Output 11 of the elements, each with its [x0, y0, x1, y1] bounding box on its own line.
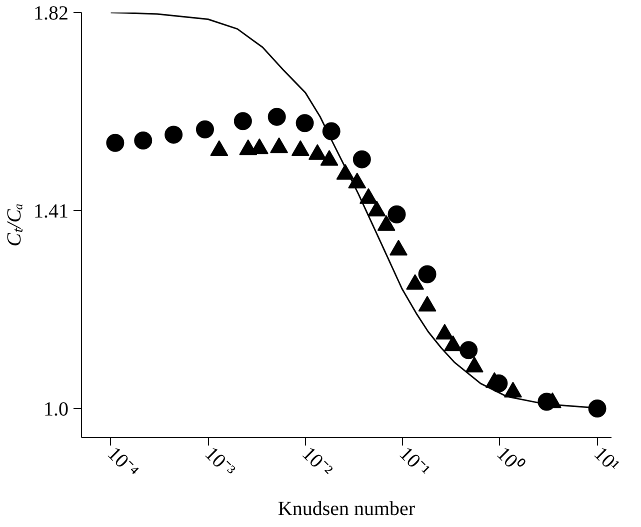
y-tick-label: 1.82 — [34, 2, 68, 24]
x-axis-title: Knudsen number — [278, 498, 416, 520]
y-tick-label: 1.41 — [34, 200, 68, 223]
y-axis-title: Cₜ/Cₐ — [4, 203, 26, 247]
x-tick-label: 10⁻² — [298, 442, 336, 482]
x-tick-label: 10⁰ — [492, 442, 528, 478]
x-tick-label: 10⁻⁴ — [103, 442, 143, 482]
y-tick-label: 1.0 — [44, 398, 68, 421]
x-tick-label: 10¹ — [590, 442, 624, 477]
x-tick-label: 10⁻¹ — [394, 442, 434, 482]
x-tick-label: 10⁻³ — [200, 442, 240, 482]
